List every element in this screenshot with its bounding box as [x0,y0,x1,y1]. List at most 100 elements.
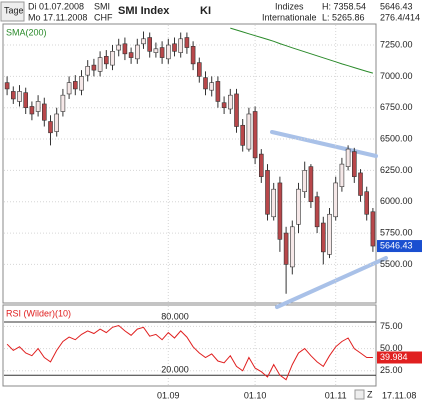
y-tick-label: 25.00 [380,365,403,375]
candle-body [135,44,140,60]
candle-body [197,62,202,77]
candle-body [159,47,165,58]
end-date: 17.11.08 [382,390,416,400]
candle-body [153,48,159,53]
candle-body [11,91,16,100]
trend-line[interactable] [275,256,388,309]
candle-body [370,211,376,247]
trend-line[interactable] [270,130,378,158]
candle-body [215,81,221,102]
candle-body [79,76,84,91]
tag: KI [200,5,211,17]
candle-body [104,56,109,65]
candle-body [116,44,121,51]
legend-label: RSI (Wilder)(10) [6,308,71,318]
candle-body [54,113,60,132]
candle-body [110,51,115,66]
candle-body [166,44,171,60]
to-date: Mo 17.11.2008 [28,12,87,22]
candle-body [345,148,351,167]
candle-body [314,196,320,228]
candle-body [29,106,35,115]
y-tick-label: 7250.00 [380,39,413,49]
zoom-button[interactable] [354,389,365,400]
candle-body [48,121,53,134]
zoom-label[interactable]: Z [367,389,373,399]
range: 276.4/414 [380,12,420,22]
last-value-label: 39.984 [380,352,408,362]
candle-body [228,94,233,110]
y-tick-label: 50.00 [380,343,403,353]
candle-body [320,222,326,253]
candle-body [258,153,264,177]
candle-body [209,82,214,91]
candle-body [308,166,314,203]
candle-body [128,52,134,58]
x-tick-label: 01.11 [325,390,347,400]
candle-body [358,172,363,196]
candle-body [85,66,90,76]
candle-body [296,188,301,225]
rsi-panel [2,304,377,387]
y-tick-label: 6000.00 [380,196,413,206]
candle-body [35,101,41,112]
candle-body [351,151,357,177]
candle-body [60,94,66,112]
low: L: 5265.86 [322,12,365,22]
candle-body [184,37,190,48]
candle-body [91,64,97,71]
candle-body [246,113,252,150]
last-value-box [377,351,422,364]
last: 5646.43 [380,1,413,11]
candle-body [41,103,47,121]
candle-body [97,57,103,72]
candle-body [147,37,152,52]
high: H: 7358.54 [322,1,366,11]
candle-body [122,43,128,55]
candle-body [234,93,239,127]
candle-body [289,226,295,268]
candle-body [339,163,345,187]
y-tick-label: 5750.00 [380,227,413,237]
x-tick-label: 01.10 [244,390,267,400]
candle-body [333,182,339,218]
y-tick-label: 5500.00 [380,259,413,269]
candle-body [327,213,332,255]
candle-body [141,38,146,45]
candle-body [252,111,258,159]
legend-label: SMA(200) [6,27,47,37]
candle-body [364,191,370,215]
candle-body [178,38,183,53]
x-tick-label: 01.09 [157,390,180,400]
candle-body [302,170,308,193]
y-tick-label: 7000.00 [380,71,413,81]
group: Indizes [275,1,304,11]
instrument-name: SMI Index [118,5,170,17]
period[interactable]: Tage [4,5,24,15]
period-button[interactable] [0,1,25,22]
candle-body [23,92,29,109]
candle-body [221,102,227,109]
y-tick-label: 6750.00 [380,102,413,112]
candle-body [66,82,72,95]
candle-body [17,91,22,102]
candle-body [4,82,10,90]
y-tick-label: 75.00 [380,321,403,331]
from-date: Di 01.07.2008 [28,1,84,11]
candle-body [190,46,196,65]
candle-body [283,232,289,265]
candle-body [172,43,177,52]
level-label: 80.000 [161,311,189,321]
candle-body [240,124,245,146]
candle-body [265,170,270,215]
last-price-box [377,240,422,253]
level-label: 20.000 [161,365,189,375]
candle-body [271,188,277,218]
y-tick-label: 6250.00 [380,165,413,175]
symbol: SMI [94,1,110,11]
series-line [230,27,374,74]
candle-body [277,182,283,240]
candle-body [73,81,78,90]
group: Internationale [262,12,317,22]
